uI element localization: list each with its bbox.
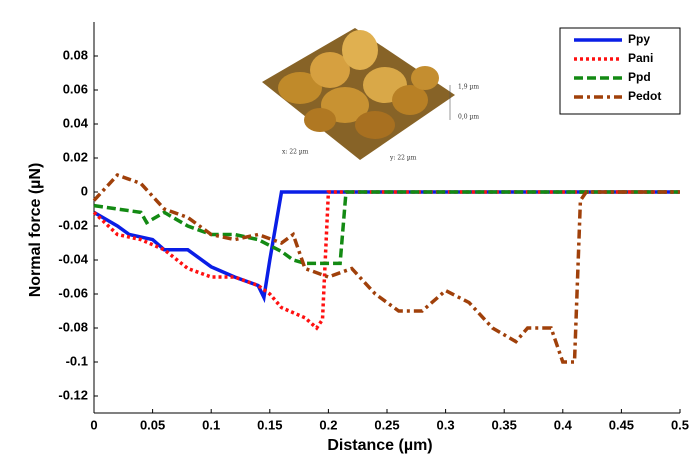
series-line [94, 192, 680, 297]
y-axis-label: Normal force (µN) [27, 163, 44, 298]
x-tick-label: 0.05 [140, 417, 165, 432]
inset-label: y: 22 µm [389, 155, 417, 162]
y-tick-label: 0.06 [63, 81, 88, 96]
series-line [94, 192, 680, 328]
inset-label: x: 22 µm [282, 149, 309, 156]
y-tick-label: -0.04 [58, 251, 88, 266]
y-tick-label: -0.06 [58, 285, 88, 300]
legend-label: Pani [628, 51, 653, 65]
x-tick-label: 0.1 [202, 417, 220, 432]
legend-label: Ppd [628, 70, 651, 84]
inset-label: 0,0 µm [458, 114, 479, 121]
chart: 1,9 µm 0,0 µm x: 22 µm y: 22 µm Distance… [0, 0, 693, 455]
series-line [94, 192, 680, 263]
legend-label: Pedot [628, 89, 661, 103]
afm-inset: 1,9 µm 0,0 µm x: 22 µm y: 22 µm [262, 28, 479, 162]
x-tick-label: 0.5 [671, 417, 689, 432]
y-tick-label: 0.04 [63, 115, 89, 130]
y-tick-label: -0.08 [58, 319, 88, 334]
x-tick-label: 0.2 [319, 417, 337, 432]
x-tick-label: 0 [90, 417, 97, 432]
y-tick-label: -0.12 [58, 387, 88, 402]
inset-label: 1,9 µm [458, 84, 479, 91]
y-tick-label: -0.02 [58, 217, 88, 232]
y-tick-label: 0.02 [63, 149, 88, 164]
x-tick-label: 0.35 [492, 417, 517, 432]
series-line [94, 175, 680, 362]
x-tick-label: 0.45 [609, 417, 634, 432]
x-tick-label: 0.4 [554, 417, 573, 432]
y-tick-label: 0.08 [63, 47, 88, 62]
legend-label: Ppy [628, 32, 650, 46]
x-axis-label: Distance (µm) [327, 437, 432, 454]
x-tick-label: 0.15 [257, 417, 282, 432]
y-tick-label: -0.1 [66, 353, 88, 368]
x-tick-label: 0.25 [374, 417, 399, 432]
y-tick-label: 0 [81, 183, 88, 198]
x-tick-label: 0.3 [437, 417, 455, 432]
